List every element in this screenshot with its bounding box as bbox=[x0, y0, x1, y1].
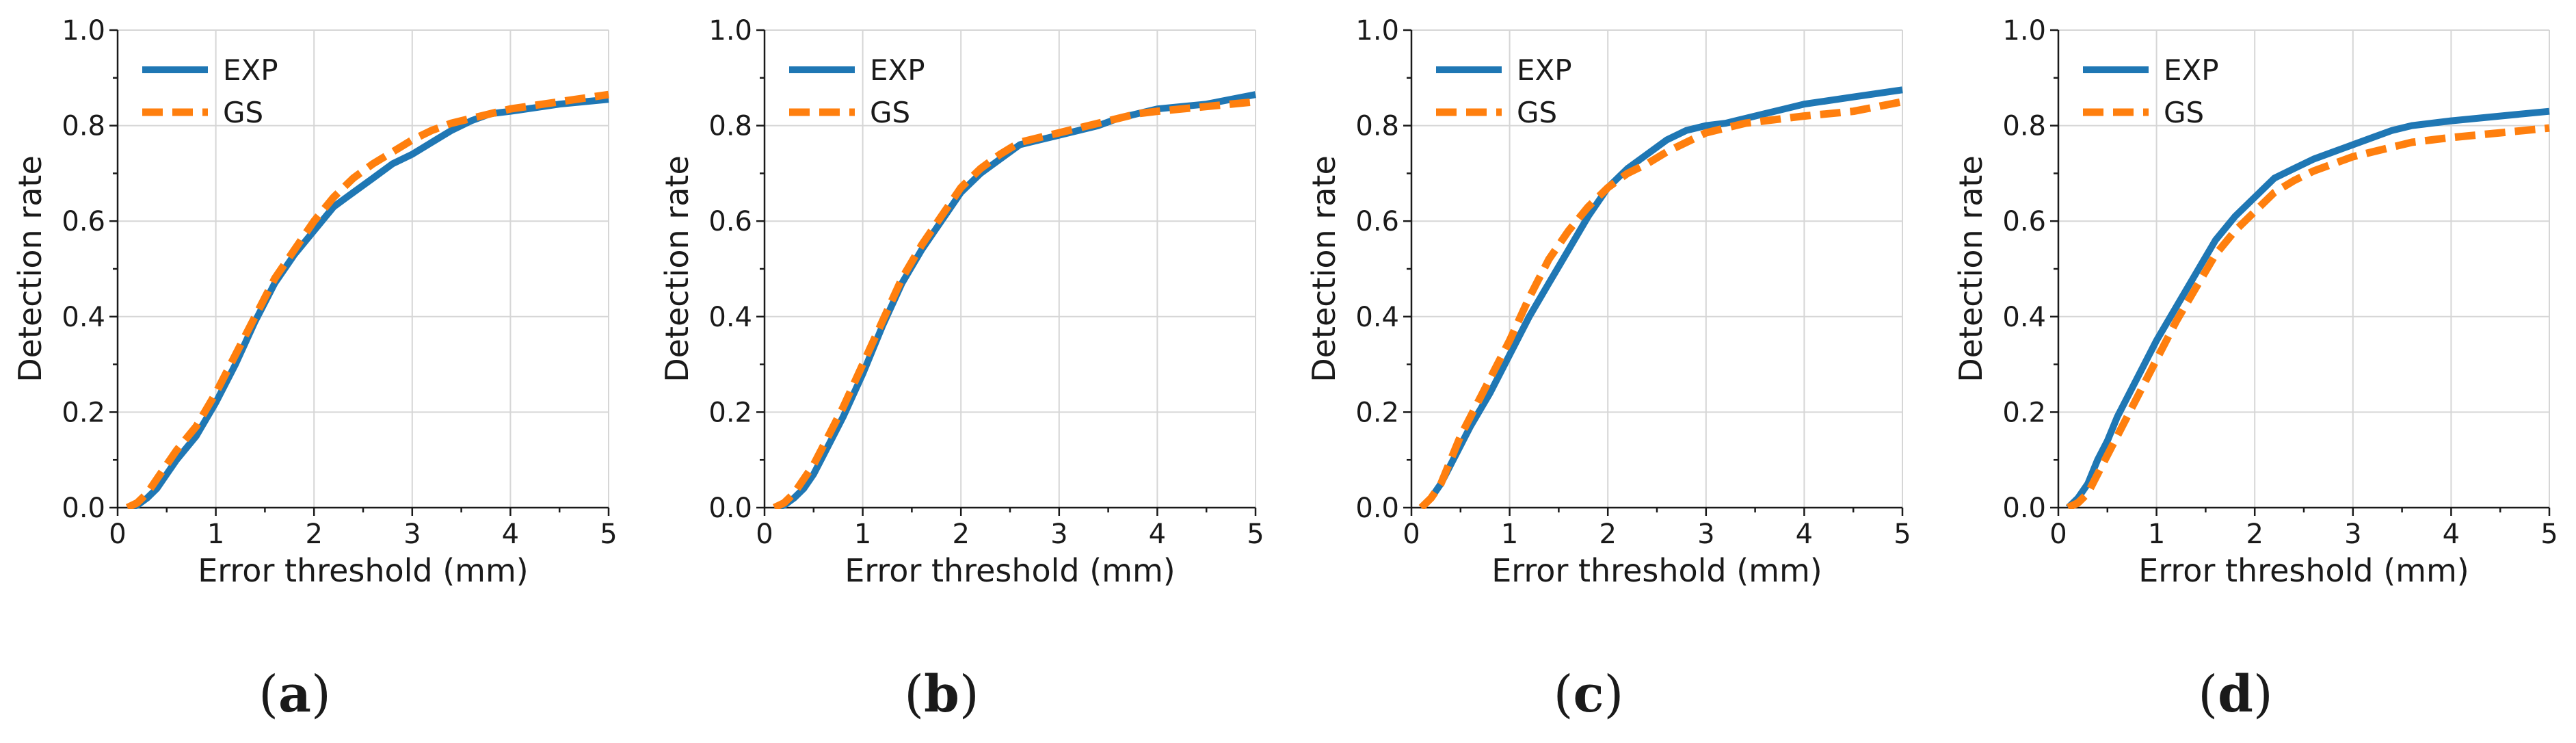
legend-label-exp: EXP bbox=[223, 53, 278, 87]
x-axis-label: Error threshold (mm) bbox=[845, 552, 1176, 589]
y-tick-label: 0.0 bbox=[62, 493, 105, 524]
panel-label: (b) bbox=[904, 665, 979, 724]
x-tick-label: 1 bbox=[207, 519, 224, 550]
x-tick-label: 4 bbox=[502, 519, 519, 550]
y-tick-label: 0.6 bbox=[2002, 206, 2046, 237]
legend-label-gs: GS bbox=[2164, 96, 2204, 129]
series-line-gs bbox=[772, 98, 1256, 509]
y-tick-label: 0.0 bbox=[2002, 493, 2046, 524]
x-tick-label: 3 bbox=[2344, 519, 2361, 550]
x-tick-label: 2 bbox=[305, 519, 322, 550]
y-tick-label: 0.6 bbox=[1355, 206, 1399, 237]
legend-label-gs: GS bbox=[223, 96, 263, 129]
y-tick-label: 0.8 bbox=[2002, 111, 2046, 142]
y-tick-label: 0.8 bbox=[62, 111, 105, 142]
y-tick-label: 1.0 bbox=[2002, 15, 2046, 47]
y-tick-label: 0.6 bbox=[708, 206, 752, 237]
y-tick-label: 0.0 bbox=[708, 493, 752, 524]
series-line-exp bbox=[773, 91, 1256, 509]
x-tick-label: 0 bbox=[109, 519, 126, 550]
x-tick-label: 3 bbox=[1050, 519, 1067, 550]
x-tick-label: 2 bbox=[2246, 519, 2263, 550]
y-tick-label: 0.4 bbox=[1355, 302, 1399, 333]
chart-panel-c: 0.0 0.2 0.4 0.6 0.8 1.0 0 1 2 3 4 5 Error threshold … bbox=[1305, 15, 1911, 724]
x-tick-label: 4 bbox=[2443, 519, 2460, 550]
x-tick-label: 5 bbox=[1894, 519, 1911, 550]
x-tick-label: 5 bbox=[600, 519, 617, 550]
y-tick-label: 0.2 bbox=[62, 397, 105, 428]
x-tick-label: 5 bbox=[1247, 519, 1264, 550]
y-tick-label: 0.8 bbox=[708, 111, 752, 142]
x-tick-label: 0 bbox=[756, 519, 773, 550]
x-axis-label: Error threshold (mm) bbox=[1491, 552, 1822, 589]
x-tick-label: 5 bbox=[2540, 519, 2558, 550]
x-tick-label: 4 bbox=[1796, 519, 1813, 550]
y-axis-label: Detection rate bbox=[1305, 155, 1342, 382]
series-line-gs bbox=[125, 90, 609, 509]
series-line-gs bbox=[1418, 98, 1904, 509]
legend-label-exp: EXP bbox=[1517, 53, 1572, 87]
y-tick-label: 1.0 bbox=[708, 15, 752, 47]
panel-label: (d) bbox=[2198, 665, 2273, 724]
y-tick-label: 0.2 bbox=[1355, 397, 1399, 428]
y-axis-label: Detection rate bbox=[1952, 155, 1989, 382]
y-tick-label: 0.4 bbox=[708, 302, 752, 333]
x-tick-label: 1 bbox=[1501, 519, 1518, 550]
y-tick-label: 0.4 bbox=[62, 302, 105, 333]
x-tick-label: 2 bbox=[1599, 519, 1616, 550]
x-tick-label: 0 bbox=[2049, 519, 2067, 550]
y-tick-label: 0.8 bbox=[1355, 111, 1399, 142]
legend-label-exp: EXP bbox=[2164, 53, 2219, 87]
series-line-exp bbox=[2065, 107, 2550, 509]
x-tick-label: 1 bbox=[854, 519, 871, 550]
y-tick-label: 1.0 bbox=[1355, 15, 1399, 47]
y-tick-label: 0.4 bbox=[2002, 302, 2046, 333]
x-axis-label: Error threshold (mm) bbox=[198, 552, 529, 589]
y-axis-label: Detection rate bbox=[12, 155, 49, 382]
x-tick-label: 4 bbox=[1149, 519, 1166, 550]
y-tick-label: 0.2 bbox=[2002, 397, 2046, 428]
x-tick-label: 1 bbox=[2148, 519, 2165, 550]
legend-label-gs: GS bbox=[1517, 96, 1557, 129]
x-tick-label: 0 bbox=[1403, 519, 1420, 550]
series-line-exp bbox=[127, 96, 609, 509]
panel-label: (c) bbox=[1554, 665, 1624, 724]
chart-panel-d: 0.0 0.2 0.4 0.6 0.8 1.0 0 1 2 3 4 5 Error threshold … bbox=[1952, 15, 2558, 724]
y-tick-label: 1.0 bbox=[62, 15, 105, 47]
y-tick-label: 0.2 bbox=[708, 397, 752, 428]
series-line-gs bbox=[2066, 124, 2550, 509]
y-tick-label: 0.6 bbox=[62, 206, 105, 237]
legend-label-gs: GS bbox=[870, 96, 910, 129]
panel-label: (a) bbox=[258, 665, 331, 724]
y-tick-label: 0.0 bbox=[1355, 493, 1399, 524]
x-axis-label: Error threshold (mm) bbox=[2138, 552, 2469, 589]
x-tick-label: 3 bbox=[403, 519, 421, 550]
chart-panel-b: 0.0 0.2 0.4 0.6 0.8 1.0 0 1 2 3 4 5 Error threshold … bbox=[659, 15, 1264, 724]
chart-panel-a: 0.0 0.2 0.4 0.6 0.8 1.0 0 1 2 3 4 5 Error threshold … bbox=[12, 15, 618, 724]
x-tick-label: 3 bbox=[1697, 519, 1714, 550]
x-tick-label: 2 bbox=[952, 519, 969, 550]
y-axis-label: Detection rate bbox=[659, 155, 695, 382]
legend-label-exp: EXP bbox=[870, 53, 925, 87]
